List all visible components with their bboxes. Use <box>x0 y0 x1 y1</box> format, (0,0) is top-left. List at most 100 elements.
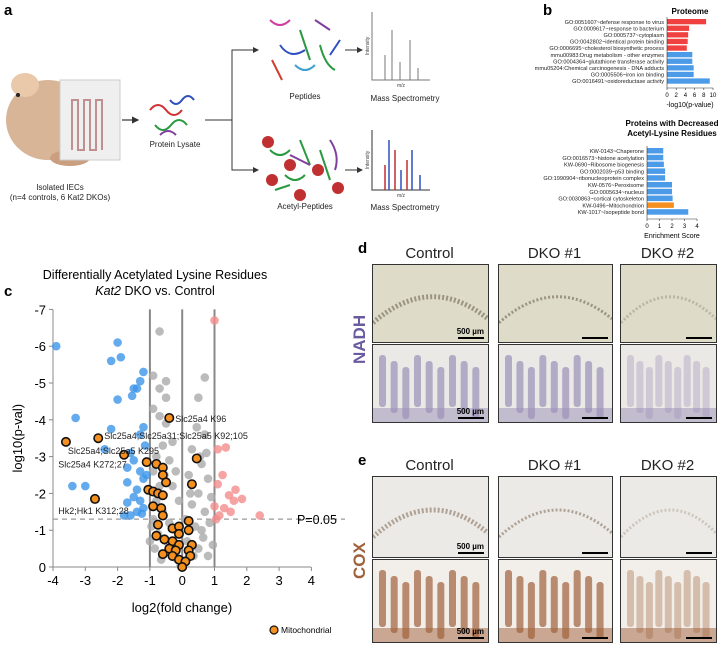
y-tick-label: -4 <box>34 413 46 428</box>
micrograph: 500 µm <box>372 264 489 343</box>
bar <box>667 58 693 64</box>
point-down <box>137 509 147 518</box>
point-mitochondrial <box>164 412 175 423</box>
point-up <box>211 514 221 524</box>
point-ns <box>171 467 181 476</box>
point-up <box>237 494 247 504</box>
workflow-diagram: Intensity m/z Intensity m/z <box>6 12 430 201</box>
point-ns <box>161 393 171 403</box>
bar <box>647 168 666 174</box>
bar <box>667 52 693 58</box>
y-axis-label: log10(p-val) <box>10 404 25 473</box>
x-tick-label: 0 <box>179 573 186 588</box>
point-mitochondrial <box>183 525 194 536</box>
point-ns <box>148 467 158 476</box>
scale-bar <box>582 637 608 639</box>
ms-bottom-label: Mass Spectrometry <box>370 203 440 212</box>
chart-title-2: Acetyl-Lysine Residues <box>627 129 717 138</box>
bar <box>647 161 664 168</box>
point-down <box>106 356 116 366</box>
point-down <box>122 478 132 487</box>
branch-arrow <box>205 49 255 171</box>
point-mitochondrial <box>157 549 168 560</box>
point-ns <box>194 489 203 498</box>
category-label: GO:0051607~defense response to virus <box>565 20 665 26</box>
y-tick-label: -6 <box>34 339 46 354</box>
category-label: KW-1017~Isopeptide bond <box>578 210 644 216</box>
column-header: DKO #1 <box>527 457 582 474</box>
x-tick-label: -2 <box>112 573 124 588</box>
chart-title: Differentially Acetylated Lysine Residue… <box>43 268 267 282</box>
tissue-image <box>499 508 612 539</box>
point-down <box>129 492 139 502</box>
x-axis-label: Enrichment Score <box>644 233 700 240</box>
x-tick-label: 4 <box>308 573 315 588</box>
point-down <box>68 481 77 491</box>
point-ns <box>161 376 171 386</box>
category-label: GO:0042802~identical protein binding <box>570 40 664 46</box>
point-down <box>122 463 132 472</box>
bar <box>647 175 666 181</box>
point-ns <box>200 430 210 439</box>
point-mitochondrial <box>119 449 130 460</box>
point-down <box>135 467 145 476</box>
point-down <box>142 470 151 480</box>
point-mitochondrial <box>89 493 100 504</box>
villi-icon <box>71 99 103 151</box>
point-down <box>113 338 122 347</box>
point-up <box>210 501 219 511</box>
point-mitochondrial <box>60 436 71 447</box>
point-mitochondrial <box>173 528 184 539</box>
scale-bar <box>686 637 712 639</box>
micrograph <box>498 476 613 558</box>
point-mitochondrial <box>186 479 197 490</box>
stain-label: NADH <box>350 314 369 364</box>
point-ns <box>187 500 197 509</box>
tissue-image <box>373 507 488 539</box>
point-mitochondrial <box>152 519 163 530</box>
stain-label: COX <box>350 542 369 579</box>
mouse-label-2: (n=4 controls, 6 Kat2 DKOs) <box>9 193 111 202</box>
column-header: DKO #2 <box>640 245 695 262</box>
point-up <box>229 496 239 506</box>
category-label: GO:0030863~cortical cytoskeleton <box>558 197 644 203</box>
bar <box>647 195 673 202</box>
mass-spec-top-chart <box>371 12 430 81</box>
bar <box>667 19 707 25</box>
point-ns <box>155 327 164 336</box>
point-ns <box>174 496 184 506</box>
x-tick-label: 4 <box>695 224 699 230</box>
micrograph: 500 µm <box>372 559 489 643</box>
category-label: GO:0009617~response to bacterium <box>573 26 664 32</box>
scale-bar <box>458 637 484 639</box>
tissue-image <box>621 570 716 642</box>
point-up <box>213 479 223 489</box>
scale-bar <box>582 417 608 419</box>
p-threshold-label: P=0.05 <box>297 513 337 527</box>
point-ns <box>200 373 210 382</box>
peptides-label: Peptides <box>289 92 321 101</box>
micrograph: 500 µm <box>372 476 489 558</box>
point-down <box>51 341 61 351</box>
point-up <box>224 490 234 500</box>
mass-spec-bottom-chart <box>371 130 430 191</box>
chart-title: Proteins with Decreased <box>626 119 719 128</box>
scale-label: 500 µm <box>456 407 484 416</box>
acetyl-peptides-label: Acetyl-Peptides <box>277 202 333 211</box>
x-tick-label: 1 <box>211 573 218 588</box>
micrograph <box>620 344 717 423</box>
x-tick-label: 4 <box>684 93 688 99</box>
bar <box>647 209 689 215</box>
x-axis-label: -log10(p-value) <box>666 102 713 109</box>
category-label: GO:1990904~ribonucleoprotein complex <box>543 176 644 182</box>
scale-label: 500 µm <box>456 627 484 636</box>
point-mitochondrial <box>183 515 194 526</box>
bar <box>647 154 664 161</box>
x-tick-label: -3 <box>80 573 92 588</box>
x-tick-label: 2 <box>243 573 250 588</box>
point-ns <box>187 444 197 454</box>
annotation: Slc25a4 K96 <box>175 414 226 424</box>
category-label: GO:0005737~cytoplasm <box>604 33 665 39</box>
point-down <box>135 376 145 386</box>
tissue-image <box>499 355 612 422</box>
